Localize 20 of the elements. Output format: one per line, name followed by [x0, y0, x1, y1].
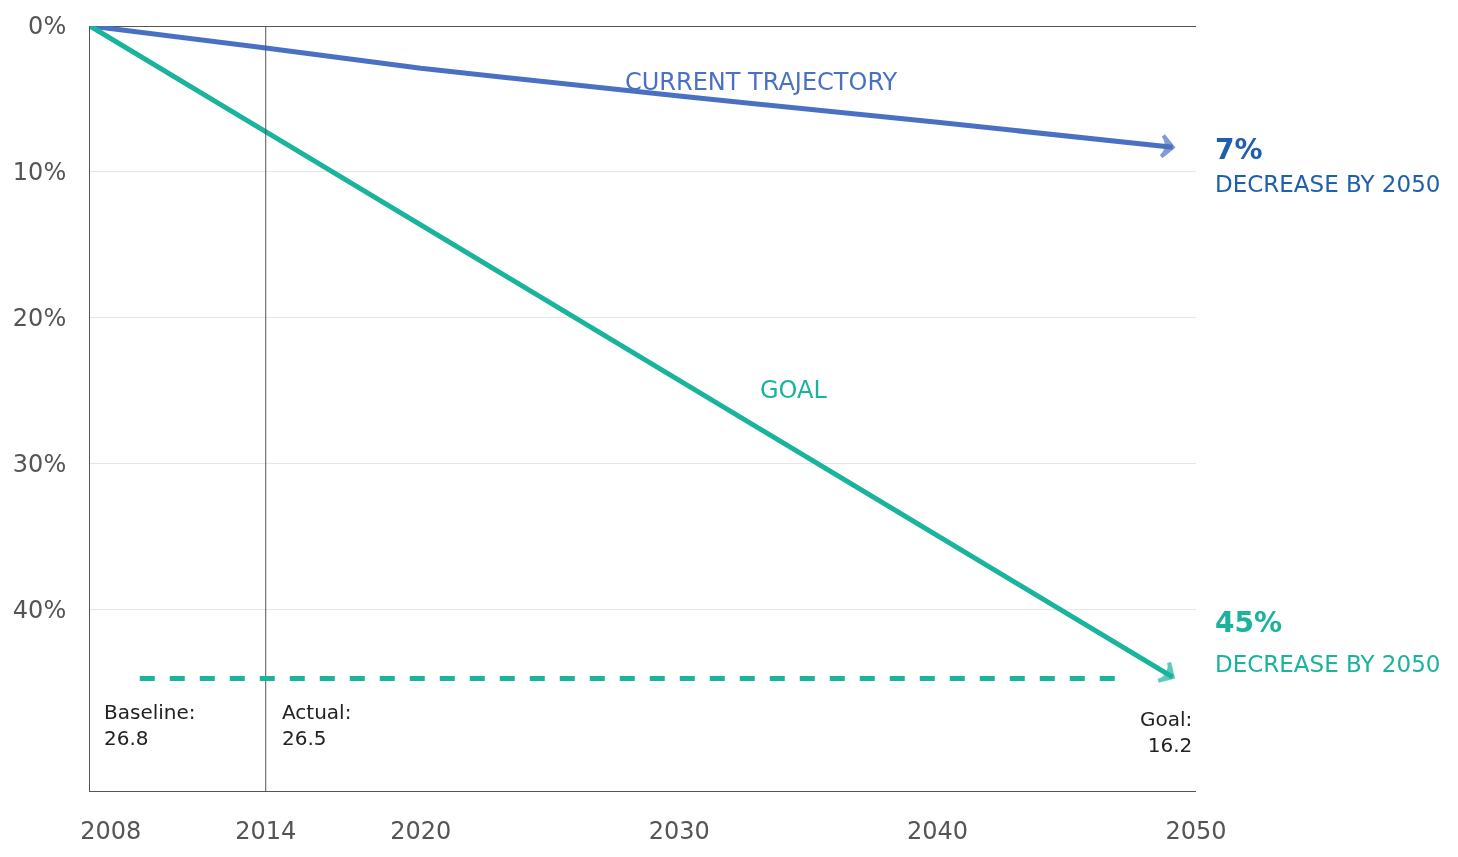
text: 45% [1215, 606, 1283, 639]
y-tick-label: 20% [12, 304, 67, 333]
y-tick-label: 10% [12, 158, 67, 187]
annotation: Actual: 26.5 [282, 700, 352, 750]
series-label: GOAL [760, 376, 828, 404]
x-tick-label: 2020 [390, 816, 452, 845]
text: 7% [1215, 133, 1263, 166]
x-tick-label: 2040 [907, 816, 969, 845]
y-tick-label: 40% [12, 596, 67, 625]
x-tick-label: 2014 [235, 816, 297, 845]
annotation: Goal: 16.2 [1140, 707, 1193, 757]
y-tick-label: 30% [12, 450, 67, 479]
y-tick-label: 0% [28, 12, 67, 41]
x-tick-label: 2008 [80, 816, 142, 845]
annotation: Baseline: 26.8 [104, 700, 196, 750]
x-tick-label: 2050 [1165, 816, 1227, 845]
x-tick-label: 2030 [648, 816, 710, 845]
series-label: CURRENT TRAJECTORY [625, 68, 898, 96]
text: DECREASE BY 2050 [1215, 651, 1441, 677]
text: DECREASE BY 2050 [1215, 171, 1441, 197]
